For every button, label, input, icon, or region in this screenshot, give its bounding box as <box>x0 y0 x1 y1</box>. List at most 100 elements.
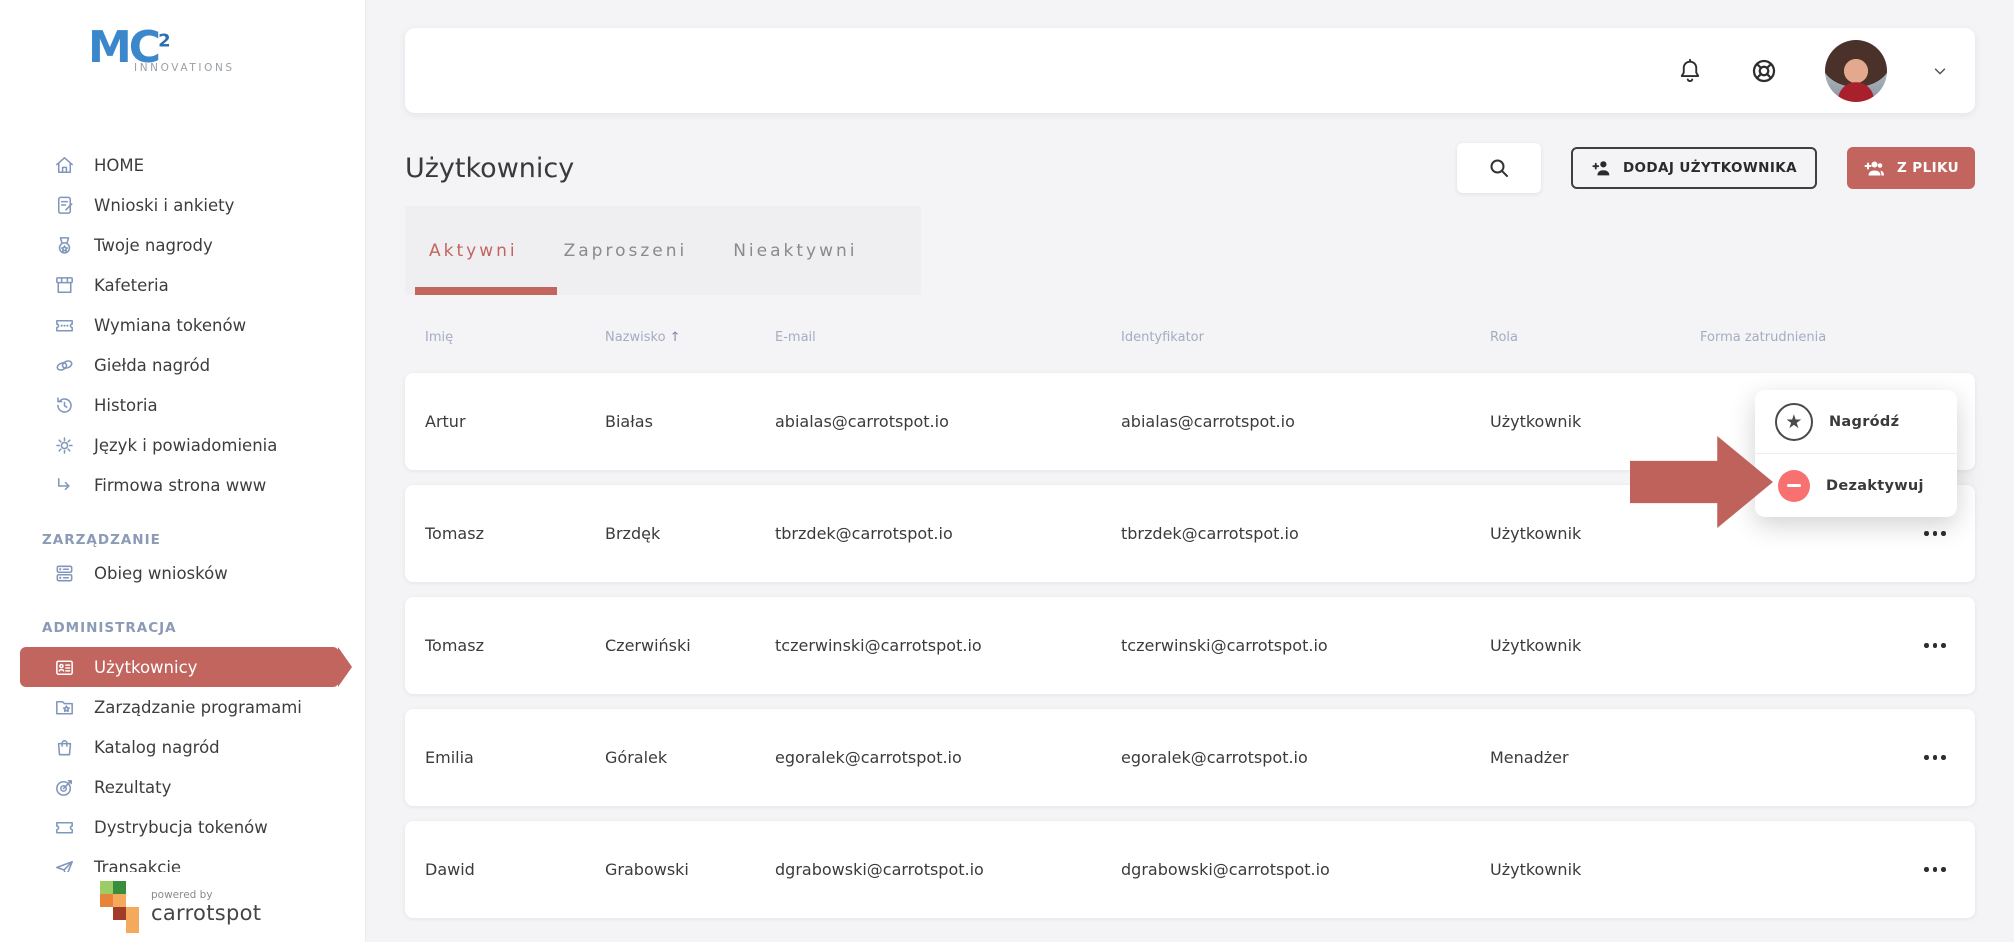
column-header-rola[interactable]: Rola <box>1490 330 1518 345</box>
exchange-icon <box>53 354 76 377</box>
column-header-identyfikator[interactable]: Identyfikator <box>1121 330 1204 345</box>
search-icon <box>1487 156 1511 180</box>
sidebar-item-firmowa-strona[interactable]: Firmowa strona www <box>0 465 365 505</box>
company-logo: MC2 INNOVATIONS <box>88 26 235 75</box>
row-actions-kebab-icon[interactable] <box>1895 631 1975 661</box>
sidebar-item-transakcje[interactable]: Transakcje <box>0 847 365 887</box>
column-header-email[interactable]: E-mail <box>775 330 816 345</box>
sidebar-item-nagrody[interactable]: Twoje nagrody <box>0 225 365 265</box>
sidebar-item-label: Transakcje <box>94 857 182 877</box>
sidebar-item-obieg-wnioskow[interactable]: Obieg wniosków <box>0 553 365 593</box>
survey-icon <box>53 194 76 217</box>
menu-divider <box>1755 453 1957 454</box>
row-actions-kebab-icon[interactable] <box>1895 855 1975 885</box>
cell-last-name: Białas <box>605 412 653 431</box>
sidebar-item-label: HOME <box>94 155 145 175</box>
cell-first-name: Emilia <box>425 748 474 767</box>
person-add-icon <box>1591 157 1613 179</box>
carrotspot-logo-icon <box>100 881 139 933</box>
sidebar-section-administracja: ADMINISTRACJA <box>42 620 177 636</box>
sidebar-item-gielda[interactable]: Giełda nagród <box>0 345 365 385</box>
powered-by-label: powered by <box>151 889 213 902</box>
table-row[interactable]: Tomasz Czerwiński tczerwinski@carrotspot… <box>405 597 1975 694</box>
target-icon <box>53 776 76 799</box>
sidebar-item-label: Wnioski i ankiety <box>94 195 235 215</box>
sidebar-item-label: Giełda nagród <box>94 355 211 375</box>
notifications-bell-icon[interactable] <box>1675 56 1705 86</box>
workflow-icon <box>53 562 76 585</box>
sidebar-item-label: Obieg wniosków <box>94 563 228 583</box>
add-user-button[interactable]: DODAJ UŻYTKOWNIKA <box>1570 147 1817 189</box>
sidebar-item-label: Język i powiadomienia <box>94 435 278 455</box>
cell-first-name: Dawid <box>425 860 475 879</box>
cell-role: Użytkownik <box>1490 524 1582 543</box>
main-area: Użytkownicy DODAJ UŻYTKOWNIKA Z PLIKU Ak… <box>365 0 2014 942</box>
cell-email: tczerwinski@carrotspot.io <box>775 636 982 655</box>
add-from-file-button[interactable]: Z PLIKU <box>1847 147 1975 189</box>
sidebar-item-label: Kafeteria <box>94 275 169 295</box>
sidebar-item-zarzadzanie-programami[interactable]: Zarządzanie programami <box>0 687 365 727</box>
group-add-icon <box>1863 156 1887 180</box>
user-avatar[interactable] <box>1825 39 1887 102</box>
sidebar-item-label: Wymiana tokenów <box>94 315 247 335</box>
ticket-icon <box>53 314 76 337</box>
cell-email: dgrabowski@carrotspot.io <box>775 860 984 879</box>
table-row[interactable]: Artur Białas abialas@carrotspot.io abial… <box>405 373 1975 470</box>
table-header: Imię Nazwisko ↑ E-mail Identyfikator Rola… <box>405 315 1975 360</box>
sidebar-item-label: Twoje nagrody <box>94 235 213 255</box>
table-row[interactable]: Emilia Góralek egoralek@carrotspot.io eg… <box>405 709 1975 806</box>
row-actions-kebab-icon[interactable] <box>1895 743 1975 773</box>
help-lifebuoy-icon[interactable] <box>1749 56 1779 86</box>
table-row[interactable]: Dawid Grabowski dgrabowski@carrotspot.io… <box>405 821 1975 918</box>
sidebar-item-uzytkownicy[interactable]: Użytkownicy <box>20 647 352 687</box>
cell-identifier: egoralek@carrotspot.io <box>1121 748 1308 767</box>
bag-icon <box>53 736 76 759</box>
sidebar-item-home[interactable]: HOME <box>0 145 365 185</box>
cell-last-name: Brzdęk <box>605 524 661 543</box>
sidebar-item-dystrybucja-tokenow[interactable]: Dystrybucja tokenów <box>0 807 365 847</box>
sidebar-item-label: Katalog nagród <box>94 737 220 757</box>
sidebar-item-label: Historia <box>94 395 158 415</box>
tab-nieaktywni[interactable]: Nieaktywni <box>733 240 858 261</box>
sidebar-item-jezyk[interactable]: Język i powiadomienia <box>0 425 365 465</box>
sidebar-item-katalog-nagrod[interactable]: Katalog nagród <box>0 727 365 767</box>
sidebar-nav: HOME Wnioski i ankiety Twoje nagrody Kaf… <box>0 145 365 887</box>
medal-icon <box>53 234 76 257</box>
search-button[interactable] <box>1456 143 1541 193</box>
status-tabs: Aktywni Zaproszeni Nieaktywni <box>405 206 921 295</box>
cell-last-name: Góralek <box>605 748 668 767</box>
cell-identifier: tbrzdek@carrotspot.io <box>1121 524 1299 543</box>
cell-email: tbrzdek@carrotspot.io <box>775 524 953 543</box>
sidebar-item-historia[interactable]: Historia <box>0 385 365 425</box>
external-link-icon <box>53 474 76 497</box>
menu-item-nagrodz[interactable]: ★ Nagródź <box>1755 390 1957 453</box>
cell-role: Użytkownik <box>1490 860 1582 879</box>
id-card-icon <box>53 656 76 679</box>
sidebar-item-label: Firmowa strona www <box>94 475 267 495</box>
star-circle-icon: ★ <box>1775 402 1813 441</box>
page-title: Użytkownicy <box>405 152 575 184</box>
sidebar-item-label: Użytkownicy <box>94 657 198 677</box>
column-header-forma-zatrudnienia[interactable]: Forma zatrudnienia <box>1700 330 1827 345</box>
ticket-icon <box>53 816 76 839</box>
cell-identifier: abialas@carrotspot.io <box>1121 412 1295 431</box>
row-actions-kebab-icon[interactable] <box>1895 519 1975 549</box>
cell-first-name: Tomasz <box>425 524 484 543</box>
tab-aktywni[interactable]: Aktywni <box>429 240 518 261</box>
tab-zaproszeni[interactable]: Zaproszeni <box>563 240 688 261</box>
sidebar-item-kafeteria[interactable]: Kafeteria <box>0 265 365 305</box>
sidebar: MC2 INNOVATIONS HOME Wnioski i ankiety T… <box>0 0 366 942</box>
column-header-imie[interactable]: Imię <box>425 330 454 345</box>
cell-identifier: dgrabowski@carrotspot.io <box>1121 860 1330 879</box>
sidebar-item-wymiana[interactable]: Wymiana tokenów <box>0 305 365 345</box>
powered-by-footer: powered by carrotspot <box>0 872 364 942</box>
chevron-down-icon[interactable] <box>1931 62 1949 80</box>
sidebar-item-rezultaty[interactable]: Rezultaty <box>0 767 365 807</box>
cell-role: Menadżer <box>1490 748 1569 767</box>
history-icon <box>53 394 76 417</box>
menu-item-dezaktywuj[interactable]: Dezaktywuj <box>1755 454 1957 517</box>
sidebar-item-wnioski[interactable]: Wnioski i ankiety <box>0 185 365 225</box>
column-header-nazwisko[interactable]: Nazwisko ↑ <box>605 330 681 345</box>
folder-star-icon <box>53 696 76 719</box>
cell-identifier: tczerwinski@carrotspot.io <box>1121 636 1328 655</box>
